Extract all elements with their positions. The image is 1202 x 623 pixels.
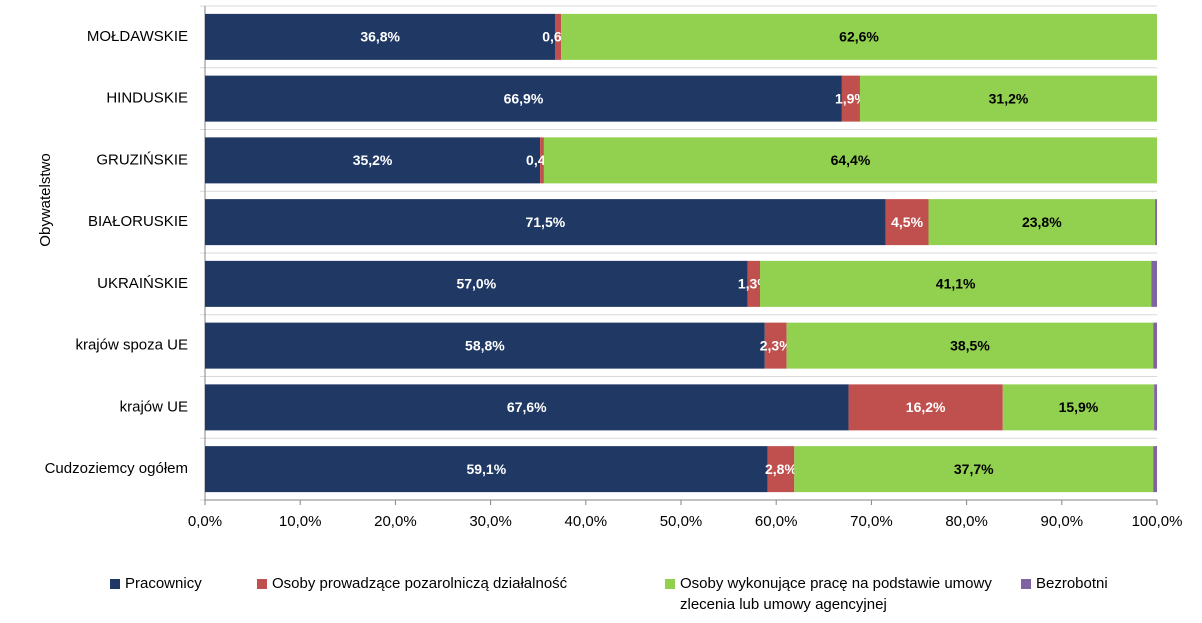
data-label: 58,8% xyxy=(465,337,505,353)
x-tick-label: 10,0% xyxy=(279,513,322,530)
x-tick-label: 80,0% xyxy=(945,513,988,530)
data-label: 59,1% xyxy=(466,461,506,477)
y-tick-label: krajów UE xyxy=(120,398,188,415)
bar-segment xyxy=(205,384,849,431)
legend-item: Pracownicy xyxy=(110,573,250,594)
x-tick-label: 60,0% xyxy=(755,513,798,530)
bar-segment xyxy=(205,13,556,60)
legend-label: Pracownicy xyxy=(125,575,202,592)
bar-segment xyxy=(848,384,1003,431)
data-label: 31,2% xyxy=(989,90,1029,106)
bar-segment xyxy=(885,199,929,246)
data-label: 41,1% xyxy=(936,276,976,292)
data-label: 71,5% xyxy=(525,214,565,230)
bar-segment xyxy=(555,13,562,60)
bar-segment xyxy=(767,446,795,493)
bar-segment xyxy=(794,446,1154,493)
y-tick-label: krajów spoza UE xyxy=(75,337,188,354)
data-label: 37,7% xyxy=(954,461,994,477)
data-label: 38,5% xyxy=(950,337,990,353)
legend-item: Osoby prowadzące pozarolniczą działalnoś… xyxy=(257,573,657,594)
data-label: 16,2% xyxy=(906,399,946,415)
data-label: 67,6% xyxy=(507,399,547,415)
x-tick-label: 30,0% xyxy=(469,513,512,530)
bar-segment xyxy=(205,260,748,307)
x-tick-label: 50,0% xyxy=(660,513,703,530)
legend-label: Bezrobotni xyxy=(1036,575,1108,592)
bar-segment xyxy=(859,75,1157,122)
data-label: 62,6% xyxy=(839,29,879,45)
data-label: 36,8% xyxy=(360,29,400,45)
bar-segment xyxy=(764,322,787,369)
bar-segment xyxy=(786,322,1154,369)
data-label: 2,8% xyxy=(765,461,797,477)
data-label: 57,0% xyxy=(456,276,496,292)
x-tick-label: 100,0% xyxy=(1132,513,1183,530)
legend-swatch xyxy=(665,579,675,589)
y-axis-label: Obywatelstwo xyxy=(37,153,54,246)
data-label: 35,2% xyxy=(353,152,393,168)
y-tick-label: HINDUSKIE xyxy=(106,90,188,107)
x-tick-label: 90,0% xyxy=(1041,513,1084,530)
bar-segment xyxy=(1153,322,1157,369)
legend-label: Osoby prowadzące pozarolniczą działalnoś… xyxy=(272,575,568,592)
bar-segment xyxy=(1153,446,1157,493)
bar-segment xyxy=(1155,199,1157,246)
bar-segment xyxy=(205,137,541,184)
bar-segment xyxy=(747,260,761,307)
bar-segment xyxy=(1002,384,1155,431)
data-label: 64,4% xyxy=(831,152,871,168)
chart: Obywatelstwo 0,0% 10,0% 20,0% 30,0% 40,0% 50,… xyxy=(37,5,1183,530)
bar-segment xyxy=(205,446,768,493)
x-tick-label: 0,0% xyxy=(188,513,222,530)
bar-segment xyxy=(841,75,860,122)
bar-segment xyxy=(928,199,1156,246)
legend-label: Osoby wykonujące pracę na podstawie umow… xyxy=(680,575,992,613)
bar-segment xyxy=(205,322,765,369)
x-tick-label: 70,0% xyxy=(850,513,893,530)
y-tick-label: Cudzoziemcy ogółem xyxy=(45,460,188,477)
y-tick-label: UKRAIŃSKIE xyxy=(97,275,188,292)
legend-item: Osoby wykonujące pracę na podstawie umow… xyxy=(665,573,1015,615)
legend-item: Bezrobotni xyxy=(1021,573,1181,594)
bar-segment xyxy=(1151,260,1157,307)
bar-segment xyxy=(205,75,842,122)
data-label: 1,9% xyxy=(835,90,867,106)
legend-swatch xyxy=(257,579,267,589)
bar-segment xyxy=(561,13,1157,60)
bar-segment xyxy=(205,199,886,246)
data-label: 23,8% xyxy=(1022,214,1062,230)
data-label: 2,3% xyxy=(760,337,792,353)
y-tick-label: MOŁDAWSKIE xyxy=(87,28,188,45)
data-label: 4,5% xyxy=(891,214,923,230)
bar-segment xyxy=(543,137,1157,184)
y-tick-label: BIAŁORUSKIE xyxy=(88,213,188,230)
legend: Pracownicy Osoby prowadzące pozarolniczą … xyxy=(0,573,1202,623)
bar-segment xyxy=(540,137,544,184)
data-label: 66,9% xyxy=(504,90,544,106)
y-tick-label: GRUZIŃSKIE xyxy=(96,151,188,168)
x-tick-label: 40,0% xyxy=(565,513,608,530)
legend-swatch xyxy=(1021,579,1031,589)
data-label: 15,9% xyxy=(1059,399,1099,415)
bar-segment xyxy=(760,260,1152,307)
bar-segment xyxy=(1154,384,1157,431)
x-tick-label: 20,0% xyxy=(374,513,417,530)
legend-swatch xyxy=(110,579,120,589)
